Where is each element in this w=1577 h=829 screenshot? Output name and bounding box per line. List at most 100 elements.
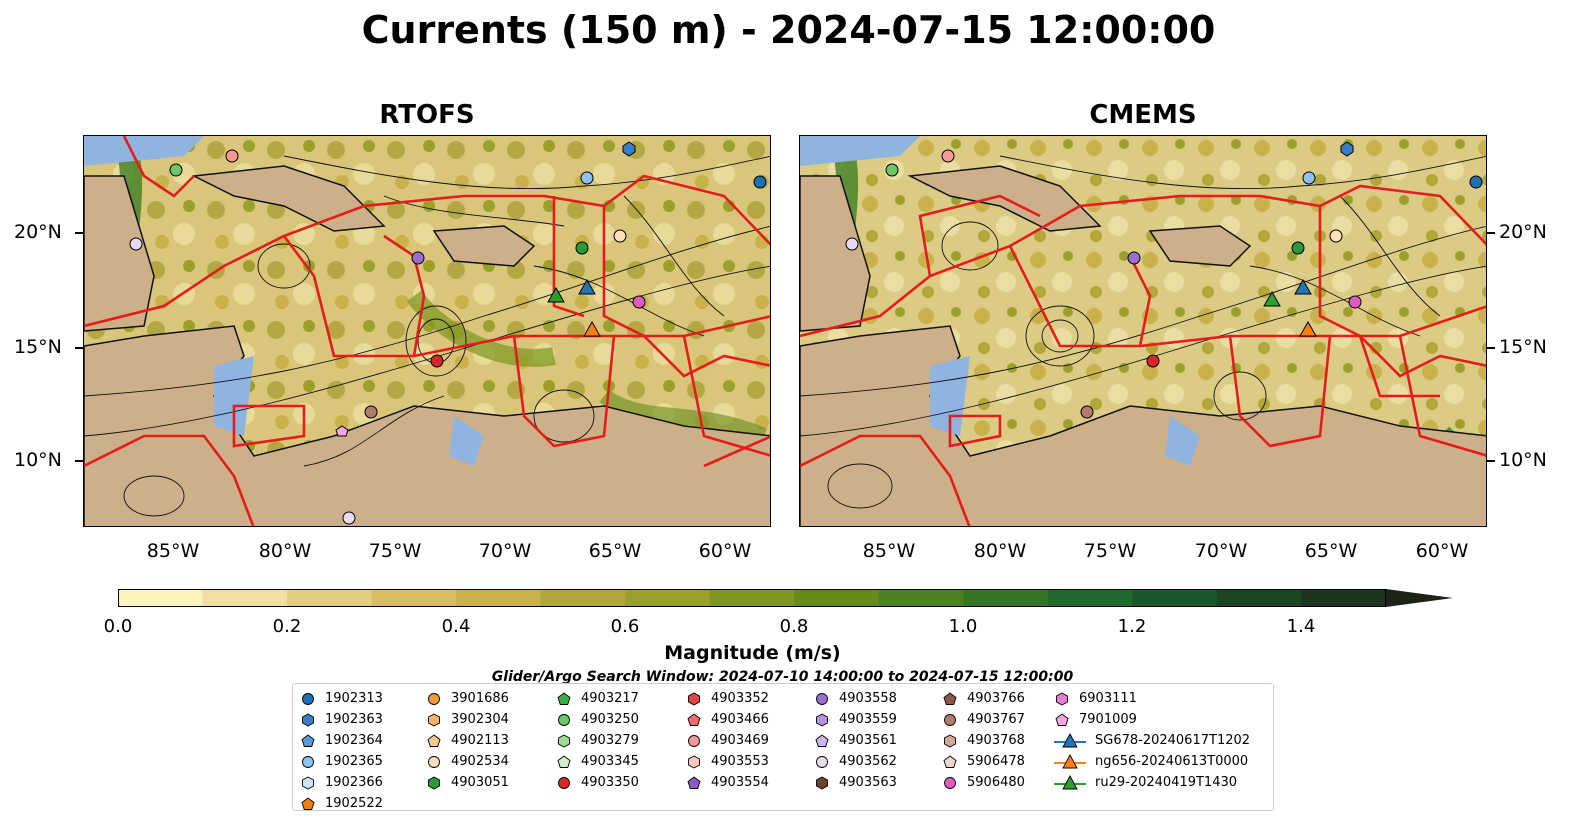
legend-item-label: 1902522 xyxy=(325,796,383,811)
colorbar-segment xyxy=(709,589,795,607)
lon-label-85w-left: 85°W xyxy=(146,540,200,562)
colorbar-tick-7: 1.4 xyxy=(1286,616,1316,637)
legend-item: 4903562 xyxy=(813,751,897,772)
legend-item: 4903345 xyxy=(555,751,639,772)
colorbar-segment xyxy=(371,589,457,607)
legend-item-label: 4902534 xyxy=(451,754,509,769)
legend: 1902313 1902363 1902364 1902365 1902366 19025… xyxy=(292,683,1274,811)
legend-item-label: 4903554 xyxy=(711,775,769,790)
legend-item-label: 4903217 xyxy=(581,691,639,706)
lon-label-75w-right: 75°W xyxy=(1083,540,1137,562)
legend-marker-icon xyxy=(302,692,314,705)
legend-item-label: 4903558 xyxy=(839,691,897,706)
legend-marker-icon xyxy=(557,691,571,705)
legend-column: 4903352 4903466 4903469 4903553 4903554 xyxy=(685,688,769,793)
legend-item-label: 4903250 xyxy=(581,712,639,727)
lat-label-20n-right: 20°N xyxy=(1499,221,1547,243)
legend-item: 4903554 xyxy=(685,772,769,793)
legend-item-label: 5906478 xyxy=(967,754,1025,769)
legend-item: 4903559 xyxy=(813,709,897,730)
legend-item-label: 1902366 xyxy=(325,775,383,790)
legend-marker-icon xyxy=(302,755,314,768)
legend-item: 3901686 xyxy=(425,688,509,709)
legend-item: 4903767 xyxy=(941,709,1025,730)
legend-marker-icon xyxy=(816,712,828,727)
legend-item: 4903217 xyxy=(555,688,639,709)
lat-label-15n-left: 15°N xyxy=(14,336,62,358)
figure-title: Currents (150 m) - 2024-07-15 12:00:00 xyxy=(361,8,1216,52)
legend-item: 1902313 xyxy=(299,688,383,709)
legend-column: 1902313 1902363 1902364 1902365 1902366 19025… xyxy=(299,688,383,814)
legend-marker-icon xyxy=(687,712,701,726)
legend-item: 4903553 xyxy=(685,751,769,772)
lon-label-60w-right: 60°W xyxy=(1415,540,1469,562)
lon-label-65w-right: 65°W xyxy=(1304,540,1358,562)
colorbar-segment xyxy=(963,589,1049,607)
colorbar-segment xyxy=(625,589,711,607)
colorbar-segment xyxy=(456,589,542,607)
tick-mark xyxy=(1487,460,1495,462)
legend-item: ng656-20240613T0000 xyxy=(1053,751,1250,772)
map-cmems[interactable] xyxy=(799,135,1487,527)
legend-item: 1902365 xyxy=(299,751,383,772)
legend-item-label: 4903766 xyxy=(967,691,1025,706)
legend-column: 4903217 4903250 4903279 4903345 4903350 xyxy=(555,688,639,793)
panel-title-cmems: CMEMS xyxy=(1089,100,1197,130)
legend-marker-icon xyxy=(944,733,956,748)
legend-item-label: 4902113 xyxy=(451,733,509,748)
lon-label-80w-right: 80°W xyxy=(973,540,1027,562)
tick-mark xyxy=(1487,232,1495,234)
map-rtofs[interactable] xyxy=(83,135,771,527)
legend-item: 4903561 xyxy=(813,730,897,751)
colorbar-tick-4: 0.8 xyxy=(779,616,809,637)
legend-item: 4903558 xyxy=(813,688,897,709)
legend-marker-icon xyxy=(688,754,700,769)
colorbar-label: Magnitude (m/s) xyxy=(664,642,841,664)
legend-marker-icon xyxy=(557,754,571,768)
panel-title-rtofs: RTOFS xyxy=(379,100,475,130)
legend-item-label: 4903562 xyxy=(839,754,897,769)
legend-item-label: 4903466 xyxy=(711,712,769,727)
legend-item: 4903563 xyxy=(813,772,897,793)
legend-item-label: 4903350 xyxy=(581,775,639,790)
colorbar-segment xyxy=(1132,589,1218,607)
legend-marker-icon xyxy=(1054,753,1086,768)
legend-item-label: 4903559 xyxy=(839,712,897,727)
legend-marker-icon xyxy=(943,691,957,705)
legend-item-label: 1902364 xyxy=(325,733,383,748)
legend-item: 4902113 xyxy=(425,730,509,751)
legend-marker-icon xyxy=(815,733,829,747)
legend-item-label: 6903111 xyxy=(1079,691,1137,706)
legend-item-label: 4903767 xyxy=(967,712,1025,727)
legend-item-label: 4903352 xyxy=(711,691,769,706)
colorbar-tick-6: 1.2 xyxy=(1117,616,1147,637)
legend-item-label: ru29-20240419T1430 xyxy=(1095,775,1238,790)
legend-item-label: 1902365 xyxy=(325,754,383,769)
legend-marker-icon xyxy=(428,775,440,790)
legend-item-label: SG678-20240617T1202 xyxy=(1095,733,1251,748)
legend-item: 6903111 xyxy=(1053,688,1250,709)
legend-item: ru29-20240419T1430 xyxy=(1053,772,1250,793)
tick-mark xyxy=(75,460,83,462)
legend-marker-icon xyxy=(302,775,314,790)
legend-item: 4903466 xyxy=(685,709,769,730)
legend-marker-icon xyxy=(301,733,315,747)
legend-item: 5906478 xyxy=(941,751,1025,772)
lat-label-10n-right: 10°N xyxy=(1499,449,1547,471)
lon-label-70w-right: 70°W xyxy=(1194,540,1248,562)
legend-marker-icon xyxy=(302,712,314,727)
colorbar-tick-3: 0.6 xyxy=(610,616,640,637)
legend-item-label: 4903561 xyxy=(839,733,897,748)
legend-marker-icon xyxy=(1054,732,1086,747)
colorbar-segment xyxy=(118,589,204,607)
legend-marker-icon xyxy=(816,755,828,768)
legend-item: 1902364 xyxy=(299,730,383,751)
colorbar-segment xyxy=(794,589,880,607)
legend-item-label: 4903279 xyxy=(581,733,639,748)
map-cmems-canvas xyxy=(800,136,1486,526)
colorbar-tick-5: 1.0 xyxy=(948,616,978,637)
colorbar-segment xyxy=(540,589,626,607)
colorbar-segment xyxy=(1047,589,1133,607)
legend-item: 4903279 xyxy=(555,730,639,751)
legend-marker-icon xyxy=(1054,774,1086,789)
